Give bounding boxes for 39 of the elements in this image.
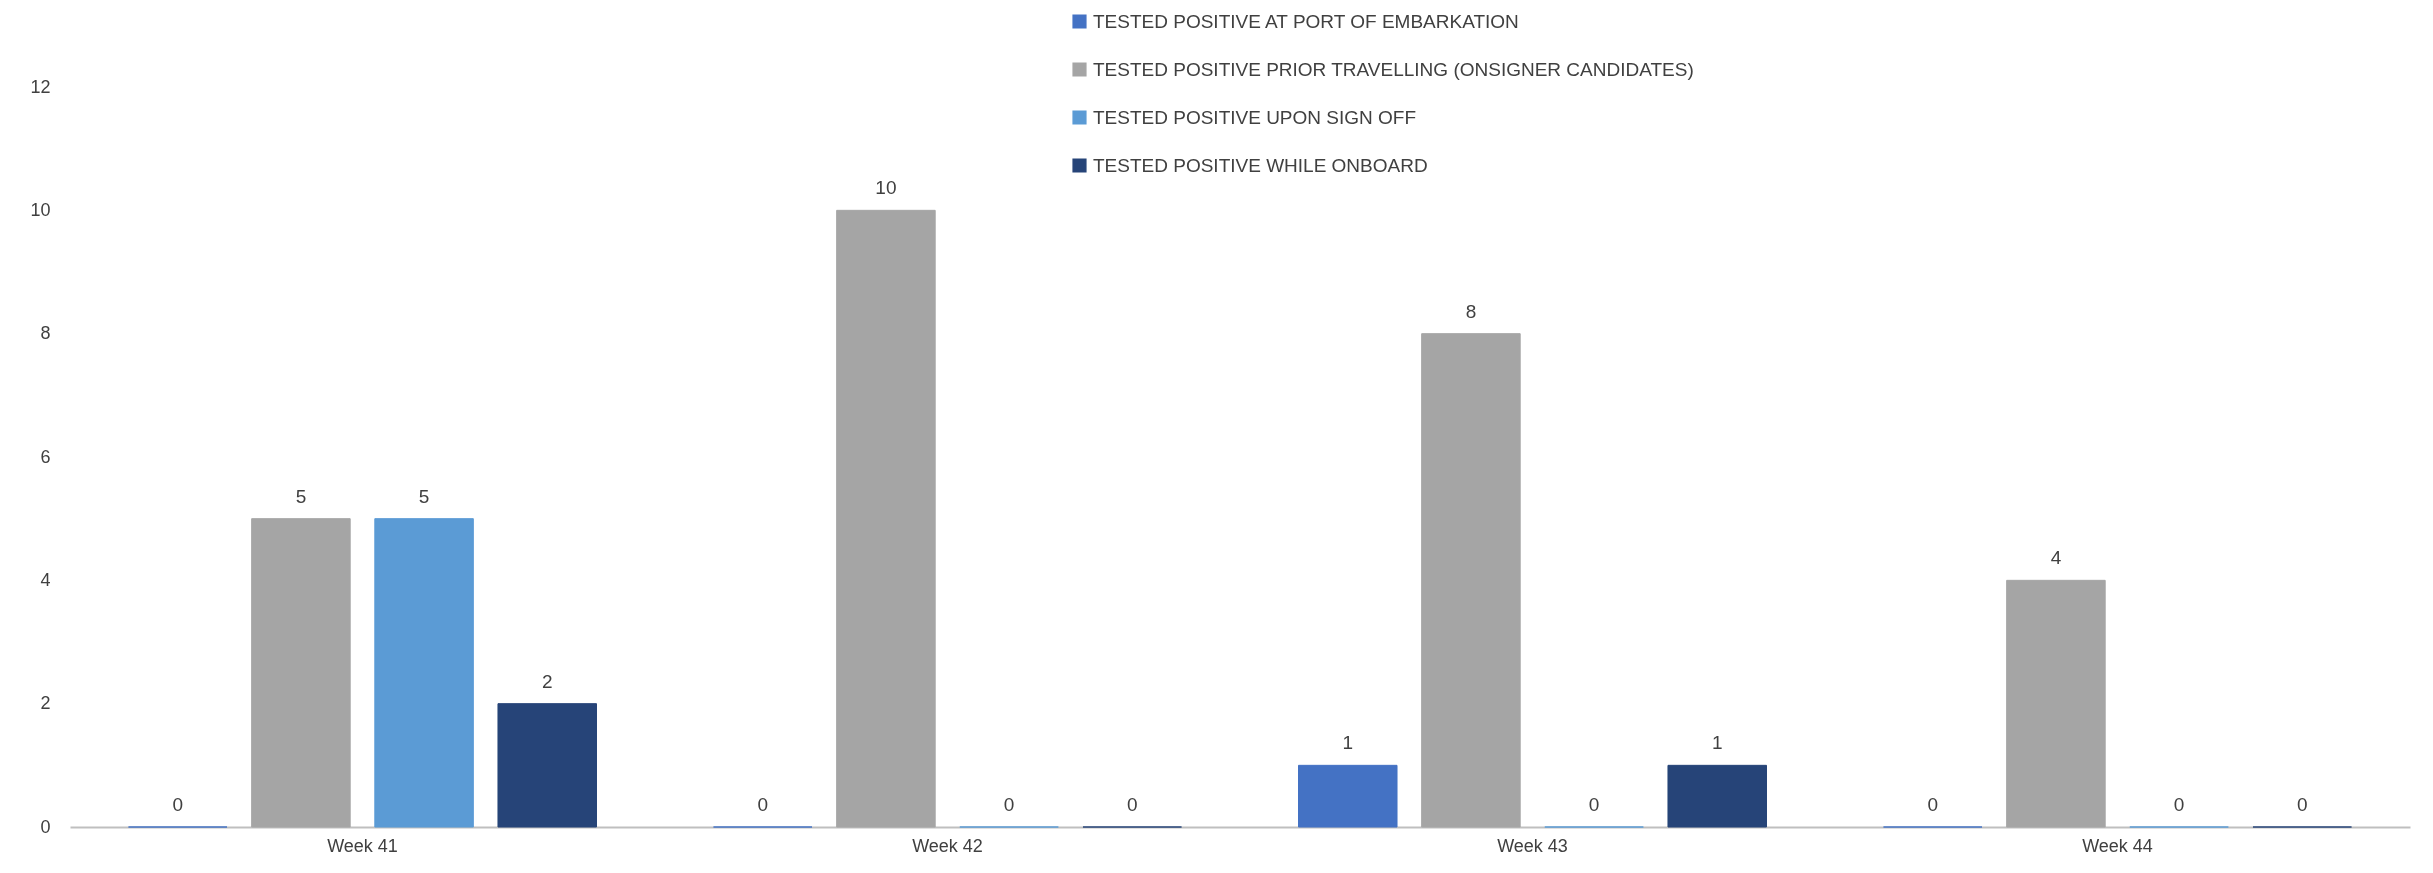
bar	[836, 209, 936, 828]
y-tick-label: 10	[30, 199, 51, 220]
y-tick-label: 2	[40, 693, 51, 714]
data-label: 0	[2173, 794, 2185, 815]
x-tick-label: Week 41	[327, 835, 398, 856]
data-label: 5	[295, 485, 307, 507]
bar	[251, 518, 351, 828]
y-tick-label: 0	[40, 816, 51, 837]
y-tick-label: 4	[40, 569, 51, 590]
x-tick-label: Week 44	[2082, 835, 2153, 856]
data-label: 1	[1342, 732, 1354, 754]
legend-label: TESTED POSITIVE WHILE ONBOARD	[1093, 154, 1428, 176]
data-label: 0	[172, 794, 184, 815]
legend-label: TESTED POSITIVE PRIOR TRAVELLING (ONSIGNER CANDIDATES)	[1093, 58, 1694, 80]
x-tick-label: Week 42	[912, 835, 983, 856]
data-label: 0	[1126, 794, 1138, 815]
bar	[1298, 764, 1398, 828]
data-label: 0	[757, 794, 769, 815]
data-label: 0	[2296, 794, 2308, 815]
data-label: 0	[1003, 794, 1015, 815]
data-label: 10	[875, 177, 897, 199]
data-label: 8	[1465, 300, 1477, 322]
legend-label: TESTED POSITIVE AT PORT OF EMBARKATION	[1093, 10, 1519, 32]
legend-label: TESTED POSITIVE UPON SIGN OFF	[1093, 106, 1417, 128]
data-label: 5	[418, 485, 430, 507]
x-tick-label: Week 43	[1497, 835, 1568, 856]
data-label: 4	[2050, 547, 2062, 569]
bar	[1667, 764, 1767, 828]
data-label: 2	[541, 670, 553, 692]
data-label: 0	[1588, 794, 1600, 815]
y-tick-label: 6	[40, 446, 51, 467]
bar	[2006, 579, 2106, 828]
y-tick-label: 8	[40, 323, 51, 344]
data-label: 0	[1927, 794, 1939, 815]
bar	[1421, 333, 1521, 828]
data-label: 1	[1711, 732, 1723, 754]
y-tick-label: 12	[30, 76, 51, 97]
bar	[374, 518, 474, 828]
bar	[497, 703, 597, 828]
